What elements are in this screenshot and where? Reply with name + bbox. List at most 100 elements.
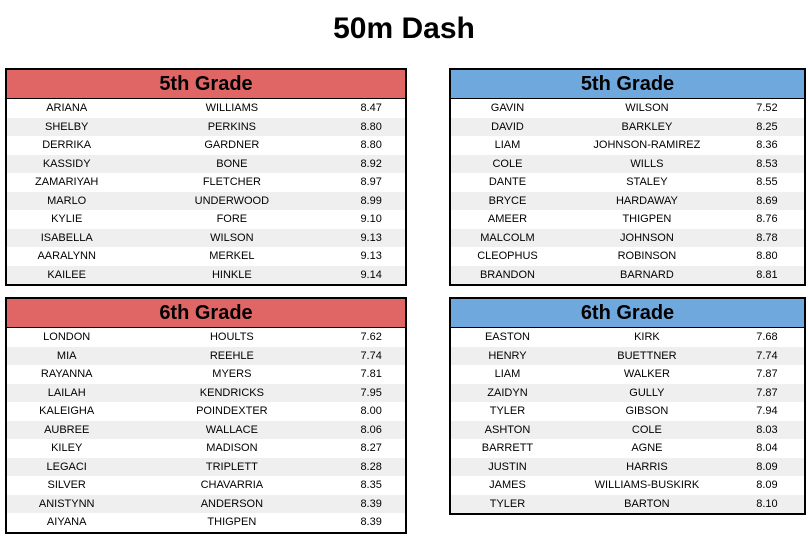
last-name-cell: COLE bbox=[631, 423, 662, 436]
first-name-cell: LIAM bbox=[494, 139, 521, 152]
first-name-cell: ARIANA bbox=[46, 102, 88, 115]
table-row: DAVID BARKLEY 8.25 bbox=[451, 117, 804, 136]
time-cell: 8.80 bbox=[360, 120, 382, 133]
table-row: TYLER BARTON 8.10 bbox=[451, 494, 804, 513]
table-row: HENRY BUETTNER 7.74 bbox=[451, 346, 804, 365]
table-body: LONDON HOULTS 7.62 MIA REEHLE 7.74 RAYANNA MYER… bbox=[7, 328, 405, 532]
time-cell: 8.76 bbox=[756, 213, 778, 226]
time-cell: 7.74 bbox=[756, 349, 778, 362]
time-cell: 7.87 bbox=[756, 368, 778, 381]
last-name-cell: WALKER bbox=[623, 368, 670, 381]
last-name-cell: WILSON bbox=[625, 102, 669, 115]
first-name-cell: KYLIE bbox=[51, 213, 83, 226]
table-row: AUBREE WALLACE 8.06 bbox=[7, 420, 405, 439]
table-row: ZAIDYN GULLY 7.87 bbox=[451, 383, 804, 402]
first-name-cell: ANISTYNN bbox=[38, 497, 95, 510]
first-name-cell: AARALYNN bbox=[37, 250, 96, 263]
time-cell: 7.62 bbox=[360, 331, 382, 344]
time-cell: 9.14 bbox=[360, 268, 382, 281]
last-name-cell: CHAVARRIA bbox=[200, 479, 264, 492]
first-name-cell: ISABELLA bbox=[40, 231, 93, 244]
time-cell: 9.13 bbox=[360, 250, 382, 263]
table-row: ARIANA WILLIAMS 8.47 bbox=[7, 99, 405, 118]
time-cell: 8.80 bbox=[360, 139, 382, 152]
table-row: KYLIE FORE 9.10 bbox=[7, 210, 405, 229]
table-row: KASSIDY BONE 8.92 bbox=[7, 154, 405, 173]
time-cell: 8.06 bbox=[360, 423, 382, 436]
time-cell: 8.81 bbox=[756, 268, 778, 281]
time-cell: 8.55 bbox=[756, 176, 778, 189]
table-row: MALCOLM JOHNSON 8.78 bbox=[451, 228, 804, 247]
time-cell: 8.27 bbox=[360, 442, 382, 455]
first-name-cell: LAILAH bbox=[47, 386, 86, 399]
time-cell: 9.10 bbox=[360, 213, 382, 226]
time-cell: 7.81 bbox=[360, 368, 382, 381]
last-name-cell: WILSON bbox=[210, 231, 254, 244]
first-name-cell: ASHTON bbox=[484, 423, 531, 436]
time-cell: 8.39 bbox=[360, 497, 382, 510]
time-cell: 8.25 bbox=[756, 120, 778, 133]
time-cell: 7.94 bbox=[756, 405, 778, 418]
table-row: ISABELLA WILSON 9.13 bbox=[7, 228, 405, 247]
time-cell: 8.04 bbox=[756, 442, 778, 455]
first-name-cell: HENRY bbox=[488, 349, 527, 362]
last-name-cell: STALEY bbox=[626, 176, 668, 189]
time-cell: 8.28 bbox=[360, 460, 382, 473]
last-name-cell: PERKINS bbox=[207, 120, 256, 133]
table-row: AMEER THIGPEN 8.76 bbox=[451, 210, 804, 229]
last-name-cell: THIGPEN bbox=[622, 213, 672, 226]
left-column: 5th Grade ARIANA WILLIAMS 8.47 SHELBY PERKIN… bbox=[5, 68, 407, 545]
last-name-cell: KENDRICKS bbox=[199, 386, 264, 399]
last-name-cell: ANDERSON bbox=[200, 497, 264, 510]
first-name-cell: KAILEE bbox=[47, 268, 86, 281]
first-name-cell: TYLER bbox=[489, 497, 526, 510]
time-cell: 8.53 bbox=[756, 157, 778, 170]
table-row: BRYCE HARDAWAY 8.69 bbox=[451, 191, 804, 210]
last-name-cell: GIBSON bbox=[625, 405, 669, 418]
time-cell: 8.69 bbox=[756, 194, 778, 207]
page-title: 50m Dash bbox=[333, 12, 475, 45]
table-row: KAILEE HINKLE 9.14 bbox=[7, 265, 405, 284]
table-row: KILEY MADISON 8.27 bbox=[7, 439, 405, 458]
table-header-6th-grade-girls: 6th Grade bbox=[7, 299, 405, 328]
first-name-cell: LONDON bbox=[43, 331, 91, 344]
last-name-cell: MYERS bbox=[212, 368, 252, 381]
table-row: AIYANA THIGPEN 8.39 bbox=[7, 513, 405, 532]
table-row: MIA REEHLE 7.74 bbox=[7, 346, 405, 365]
table-row: COLE WILLS 8.53 bbox=[451, 154, 804, 173]
first-name-cell: DAVID bbox=[491, 120, 524, 133]
first-name-cell: LEGACI bbox=[46, 460, 87, 473]
table-6th-grade-boys: 6th Grade EASTON KIRK 7.68 HENRY BUETTNER 7.7… bbox=[449, 297, 806, 515]
table-6th-grade-girls: 6th Grade LONDON HOULTS 7.62 MIA REEHLE 7.74 R… bbox=[5, 297, 407, 534]
table-row: BRANDON BARNARD 8.81 bbox=[451, 265, 804, 284]
table-row: LAILAH KENDRICKS 7.95 bbox=[7, 383, 405, 402]
first-name-cell: CLEOPHUS bbox=[477, 250, 538, 263]
last-name-cell: THIGPEN bbox=[207, 516, 257, 529]
last-name-cell: ROBINSON bbox=[617, 250, 677, 263]
time-cell: 8.36 bbox=[756, 139, 778, 152]
time-cell: 8.35 bbox=[360, 479, 382, 492]
first-name-cell: MALCOLM bbox=[480, 231, 535, 244]
last-name-cell: WILLIAMS bbox=[205, 102, 259, 115]
first-name-cell: MIA bbox=[56, 349, 77, 362]
time-cell: 7.52 bbox=[756, 102, 778, 115]
time-cell: 8.09 bbox=[756, 460, 778, 473]
first-name-cell: KILEY bbox=[51, 442, 83, 455]
time-cell: 8.99 bbox=[360, 194, 382, 207]
last-name-cell: BUETTNER bbox=[617, 349, 677, 362]
first-name-cell: DERRIKA bbox=[42, 139, 92, 152]
first-name-cell: ZAIDYN bbox=[487, 386, 528, 399]
table-row: KALEIGHA POINDEXTER 8.00 bbox=[7, 402, 405, 421]
last-name-cell: POINDEXTER bbox=[196, 405, 268, 418]
time-cell: 8.97 bbox=[360, 176, 382, 189]
time-cell: 8.09 bbox=[756, 479, 778, 492]
time-cell: 7.95 bbox=[360, 386, 382, 399]
first-name-cell: BRYCE bbox=[488, 194, 527, 207]
last-name-cell: WILLIAMS-BUSKIRK bbox=[594, 479, 700, 492]
table-body: ARIANA WILLIAMS 8.47 SHELBY PERKINS 8.80 DERRI… bbox=[7, 99, 405, 284]
time-cell: 8.39 bbox=[360, 516, 382, 529]
table-header-6th-grade-boys: 6th Grade bbox=[451, 299, 804, 328]
last-name-cell: BONE bbox=[216, 157, 248, 170]
time-cell: 8.78 bbox=[756, 231, 778, 244]
last-name-cell: FLETCHER bbox=[202, 176, 261, 189]
